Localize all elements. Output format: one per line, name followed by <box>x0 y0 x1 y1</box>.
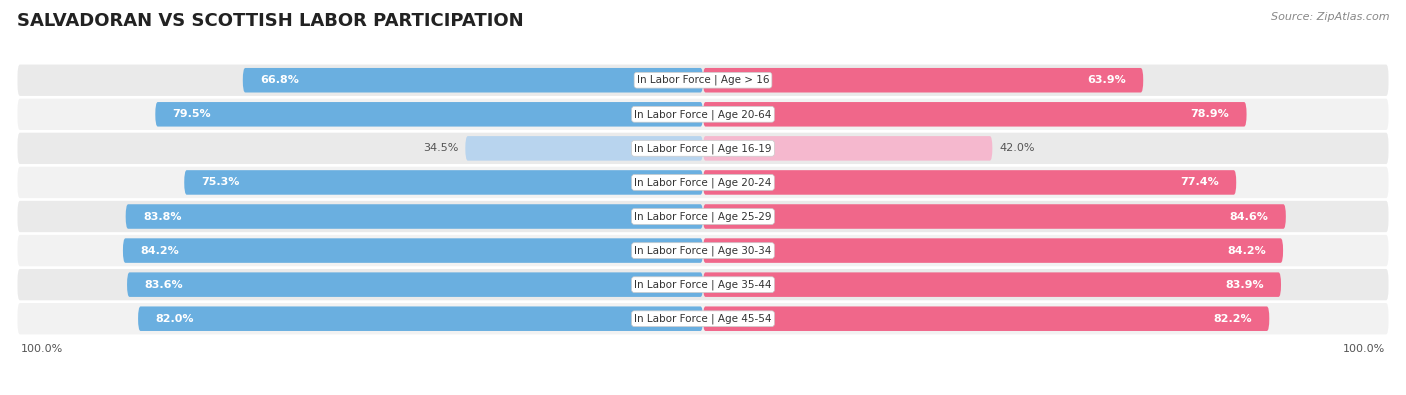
Text: 84.2%: 84.2% <box>141 246 179 256</box>
FancyBboxPatch shape <box>122 238 703 263</box>
FancyBboxPatch shape <box>703 204 1286 229</box>
Text: Source: ZipAtlas.com: Source: ZipAtlas.com <box>1271 12 1389 22</box>
Text: 100.0%: 100.0% <box>1343 344 1385 354</box>
Text: In Labor Force | Age 30-34: In Labor Force | Age 30-34 <box>634 245 772 256</box>
FancyBboxPatch shape <box>17 269 1389 300</box>
Text: 82.0%: 82.0% <box>155 314 194 324</box>
Text: In Labor Force | Age 16-19: In Labor Force | Age 16-19 <box>634 143 772 154</box>
Text: In Labor Force | Age 20-24: In Labor Force | Age 20-24 <box>634 177 772 188</box>
FancyBboxPatch shape <box>155 102 703 126</box>
Text: 77.4%: 77.4% <box>1180 177 1219 188</box>
Text: 42.0%: 42.0% <box>1000 143 1035 153</box>
FancyBboxPatch shape <box>17 303 1389 335</box>
Text: 100.0%: 100.0% <box>21 344 63 354</box>
Text: 79.5%: 79.5% <box>173 109 211 119</box>
Text: SALVADORAN VS SCOTTISH LABOR PARTICIPATION: SALVADORAN VS SCOTTISH LABOR PARTICIPATI… <box>17 12 523 30</box>
Text: 83.8%: 83.8% <box>143 211 181 222</box>
FancyBboxPatch shape <box>465 136 703 161</box>
FancyBboxPatch shape <box>17 64 1389 96</box>
Text: 82.2%: 82.2% <box>1213 314 1253 324</box>
Text: 78.9%: 78.9% <box>1191 109 1229 119</box>
Text: In Labor Force | Age 20-64: In Labor Force | Age 20-64 <box>634 109 772 120</box>
Text: 66.8%: 66.8% <box>260 75 299 85</box>
FancyBboxPatch shape <box>17 201 1389 232</box>
FancyBboxPatch shape <box>703 136 993 161</box>
Text: 63.9%: 63.9% <box>1087 75 1126 85</box>
Text: In Labor Force | Age 45-54: In Labor Force | Age 45-54 <box>634 314 772 324</box>
Text: 83.9%: 83.9% <box>1225 280 1264 290</box>
Text: In Labor Force | Age > 16: In Labor Force | Age > 16 <box>637 75 769 85</box>
FancyBboxPatch shape <box>703 102 1247 126</box>
FancyBboxPatch shape <box>184 170 703 195</box>
Text: In Labor Force | Age 35-44: In Labor Force | Age 35-44 <box>634 279 772 290</box>
FancyBboxPatch shape <box>17 99 1389 130</box>
Text: 83.6%: 83.6% <box>145 280 183 290</box>
FancyBboxPatch shape <box>127 273 703 297</box>
Text: 34.5%: 34.5% <box>423 143 458 153</box>
FancyBboxPatch shape <box>243 68 703 92</box>
Text: 84.2%: 84.2% <box>1227 246 1265 256</box>
Text: 75.3%: 75.3% <box>201 177 240 188</box>
Text: 84.6%: 84.6% <box>1230 211 1268 222</box>
FancyBboxPatch shape <box>703 273 1281 297</box>
FancyBboxPatch shape <box>17 235 1389 266</box>
FancyBboxPatch shape <box>125 204 703 229</box>
FancyBboxPatch shape <box>703 170 1236 195</box>
FancyBboxPatch shape <box>703 68 1143 92</box>
Legend: Salvadoran, Scottish: Salvadoran, Scottish <box>612 394 794 395</box>
FancyBboxPatch shape <box>17 133 1389 164</box>
FancyBboxPatch shape <box>138 307 703 331</box>
FancyBboxPatch shape <box>703 307 1270 331</box>
Text: In Labor Force | Age 25-29: In Labor Force | Age 25-29 <box>634 211 772 222</box>
FancyBboxPatch shape <box>17 167 1389 198</box>
FancyBboxPatch shape <box>703 238 1284 263</box>
